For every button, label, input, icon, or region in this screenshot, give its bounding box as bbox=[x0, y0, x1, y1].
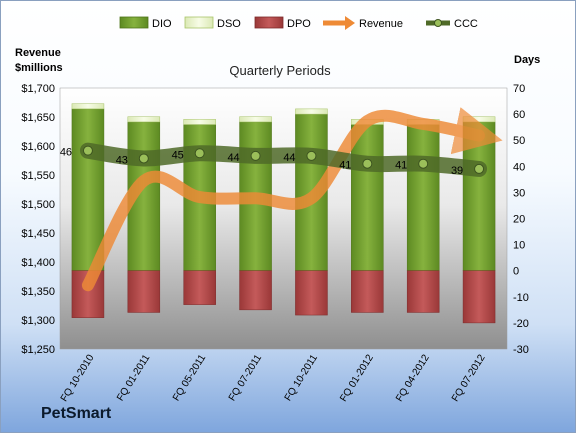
ccc-data-label: 41 bbox=[339, 160, 351, 172]
legend-label: DSO bbox=[217, 18, 241, 30]
left-tick-label: $1,600 bbox=[21, 141, 55, 153]
ccc-data-label: 39 bbox=[451, 165, 463, 177]
left-tick-label: $1,700 bbox=[21, 83, 55, 95]
ccc-point bbox=[418, 158, 429, 169]
ccc-data-label: 45 bbox=[172, 149, 184, 161]
bar-dso bbox=[71, 103, 105, 110]
bar-dpo bbox=[127, 270, 161, 313]
left-tick-label: $1,350 bbox=[21, 286, 55, 298]
revenue-line bbox=[81, 107, 503, 292]
lines: 46 43 45 44 44 41 41 39 bbox=[60, 107, 503, 292]
bar-dpo bbox=[406, 270, 440, 313]
bar-dpo bbox=[462, 270, 496, 324]
ccc-point bbox=[306, 150, 317, 161]
right-tick-label: 0 bbox=[513, 266, 519, 278]
ccc-point bbox=[82, 145, 93, 156]
bar-dpo bbox=[183, 270, 216, 305]
right-tick-label: 60 bbox=[513, 109, 525, 121]
company-name: PetSmart bbox=[41, 405, 112, 422]
legend-arrow-head bbox=[345, 16, 355, 30]
bar-dio bbox=[406, 124, 440, 271]
right-tick-label: 10 bbox=[513, 240, 525, 252]
right-tick-label: -10 bbox=[513, 292, 529, 304]
right-tick-label: -30 bbox=[513, 344, 529, 356]
left-tick-label: $1,450 bbox=[21, 228, 55, 240]
ccc-point bbox=[362, 158, 373, 169]
legend-label: CCC bbox=[454, 18, 478, 30]
ccc-data-label: 46 bbox=[60, 147, 72, 159]
x-tick-label: FQ 10-2011 bbox=[283, 352, 320, 403]
x-tick-label: FQ 07-2011 bbox=[227, 352, 264, 403]
bar-dio bbox=[351, 124, 384, 271]
ccc-data-label: 41 bbox=[395, 160, 407, 172]
legend-marker bbox=[434, 19, 442, 27]
bar-dso bbox=[462, 116, 496, 123]
x-tick-label: FQ 01-2011 bbox=[115, 352, 152, 403]
chart-title: Quarterly Periods bbox=[229, 63, 331, 78]
ccc-point bbox=[474, 163, 485, 174]
ccc-point bbox=[138, 153, 149, 164]
x-tick-label: FQ 05-2011 bbox=[171, 352, 208, 403]
ccc-data-label: 44 bbox=[227, 152, 239, 164]
left-tick-label: $1,500 bbox=[21, 199, 55, 211]
bar-dso bbox=[183, 119, 216, 125]
legend-label: DIO bbox=[152, 18, 172, 30]
left-axis-title-line2: $millions bbox=[15, 62, 63, 74]
left-tick-label: $1,300 bbox=[21, 315, 55, 327]
bar-dso bbox=[239, 116, 272, 123]
left-tick-label: $1,250 bbox=[21, 344, 55, 356]
left-tick-label: $1,550 bbox=[21, 170, 55, 182]
legend: DIO DSO DPO Revenue CCC bbox=[119, 16, 478, 30]
bar-dpo bbox=[239, 270, 272, 311]
bar-dpo bbox=[295, 270, 328, 316]
left-axis: $1,250 $1,300 $1,350 $1,400 $1,450 $1,500 $1,5… bbox=[21, 83, 55, 356]
right-tick-label: 70 bbox=[513, 83, 525, 95]
right-tick-label: 30 bbox=[513, 187, 525, 199]
ccc-data-label: 44 bbox=[283, 152, 295, 164]
right-tick-label: -20 bbox=[513, 318, 529, 330]
left-tick-label: $1,650 bbox=[21, 112, 55, 124]
right-axis-title: Days bbox=[514, 54, 540, 66]
right-tick-label: 20 bbox=[513, 214, 525, 226]
x-axis: FQ 10-2010 FQ 01-2011 FQ 05-2011 FQ 07-2011… bbox=[59, 352, 488, 403]
ccc-data-label: 43 bbox=[116, 154, 128, 166]
ccc-point bbox=[250, 150, 261, 161]
bar-dso bbox=[127, 116, 161, 123]
left-axis-title-line1: Revenue bbox=[15, 47, 61, 59]
legend-swatch bbox=[254, 16, 284, 29]
x-tick-label: FQ 07-2012 bbox=[450, 352, 488, 403]
x-tick-label: FQ 10-2010 bbox=[59, 352, 97, 403]
right-tick-label: 50 bbox=[513, 135, 525, 147]
ccc-point bbox=[194, 148, 205, 159]
legend-label: DPO bbox=[287, 18, 311, 30]
legend-swatch bbox=[119, 16, 149, 29]
x-tick-label: FQ 01-2012 bbox=[338, 352, 376, 403]
right-tick-label: 40 bbox=[513, 161, 525, 173]
bar-dio bbox=[462, 121, 496, 271]
legend-swatch bbox=[184, 16, 214, 29]
legend-label: Revenue bbox=[359, 18, 403, 30]
x-tick-label: FQ 04-2012 bbox=[394, 352, 432, 403]
right-axis: -30 -20 -10 0 10 20 30 40 50 60 70 bbox=[513, 83, 529, 356]
left-tick-label: $1,400 bbox=[21, 257, 55, 269]
bar-dso bbox=[295, 108, 328, 115]
bar-dpo bbox=[351, 270, 384, 313]
